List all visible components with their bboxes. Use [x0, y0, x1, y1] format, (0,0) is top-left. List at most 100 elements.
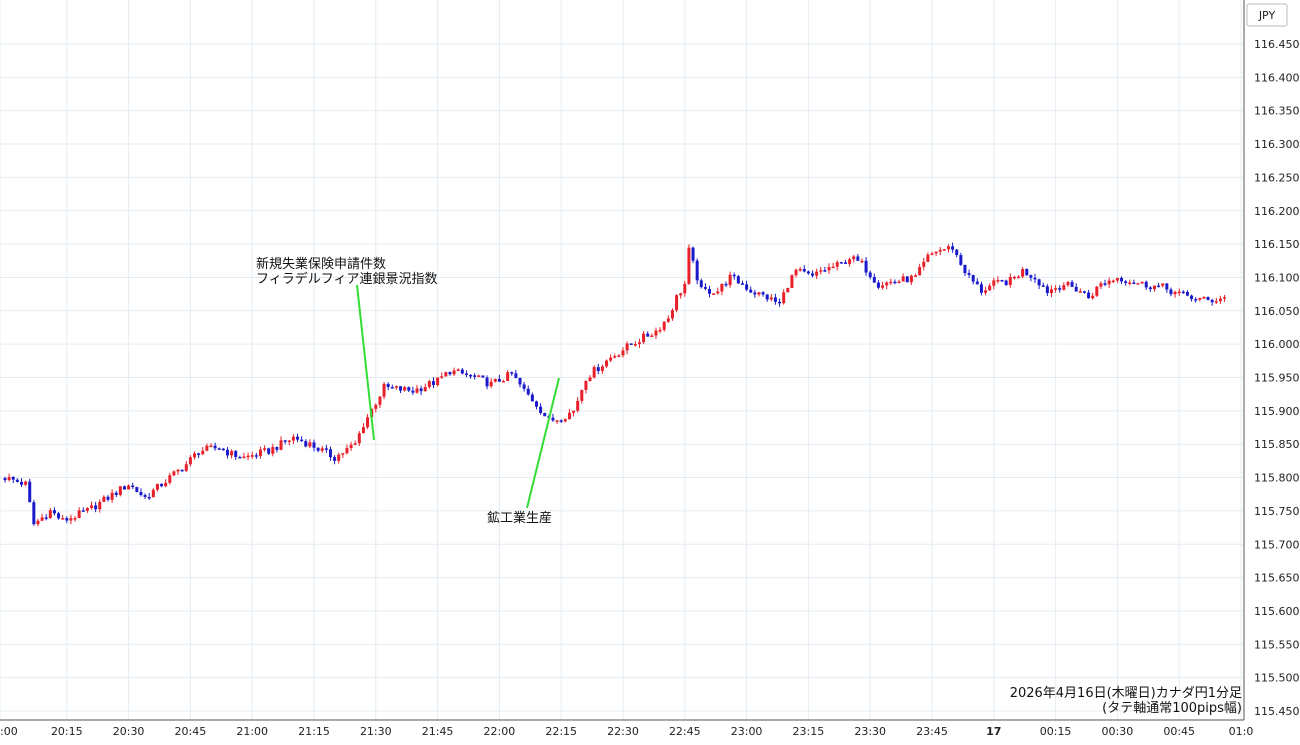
candle-body: [61, 518, 65, 520]
candle-body: [773, 297, 777, 302]
candle-body: [85, 507, 89, 511]
x-tick-label: :00: [0, 725, 18, 738]
candle-body: [1132, 282, 1136, 285]
candle-body: [143, 494, 147, 497]
candle-body: [778, 301, 782, 304]
x-tick-label: 00:45: [1163, 725, 1195, 738]
candle-body: [827, 267, 831, 271]
y-tick-label: 115.500: [1254, 672, 1300, 685]
candle-body: [815, 271, 819, 276]
candle-body: [48, 510, 52, 519]
candle-body: [1066, 281, 1070, 286]
candle-body: [543, 413, 547, 417]
candle-body: [650, 335, 654, 338]
candle-body: [333, 457, 337, 461]
candle-body: [522, 384, 526, 389]
candle-body: [658, 329, 662, 332]
x-tick-label: 22:30: [607, 725, 639, 738]
candle-body: [81, 510, 85, 512]
candle-body: [605, 360, 609, 367]
candle-body: [848, 259, 852, 264]
candle-body: [534, 401, 538, 407]
annotation-label: 新規失業保険申請件数: [256, 256, 386, 272]
candle-body: [740, 283, 744, 285]
candle-body: [213, 445, 217, 449]
candle-body: [40, 517, 44, 521]
candle-body: [1025, 268, 1029, 276]
candle-body: [761, 292, 765, 295]
candle-body: [687, 247, 691, 284]
candle-body: [984, 290, 988, 293]
candle-body: [955, 249, 959, 256]
y-tick-label: 116.200: [1254, 205, 1300, 218]
candle-body: [736, 276, 740, 284]
candle-body: [238, 456, 242, 459]
y-tick-label: 115.650: [1254, 572, 1300, 585]
candle-body: [271, 447, 275, 454]
chart-subtitle: (タテ軸通常100pips幅): [1102, 701, 1242, 716]
x-tick-label: 20:30: [113, 725, 145, 738]
y-tick-label: 115.850: [1254, 438, 1300, 451]
candle-body: [221, 448, 225, 451]
candle-body: [835, 262, 839, 267]
candle-body: [493, 378, 497, 382]
y-tick-label: 116.300: [1254, 138, 1300, 151]
candle-body: [530, 394, 534, 402]
candle-body: [971, 274, 975, 282]
y-tick-label: 115.750: [1254, 505, 1300, 518]
candle-body: [588, 377, 592, 381]
candle-body: [415, 388, 419, 393]
candle-body: [1095, 286, 1099, 296]
candle-body: [988, 285, 992, 291]
candle-body: [555, 420, 559, 422]
candle-body: [160, 483, 164, 487]
x-tick-label: 00:15: [1040, 725, 1072, 738]
candle-body: [1194, 299, 1198, 301]
candle-body: [419, 388, 423, 392]
candle-body: [951, 246, 955, 250]
candle-body: [695, 260, 699, 281]
candle-body: [1214, 301, 1218, 303]
candle-body: [1144, 281, 1148, 288]
candle-body: [19, 481, 23, 485]
candle-body: [3, 478, 7, 481]
x-tick-label: 23:00: [731, 725, 763, 738]
candle-body: [1062, 285, 1066, 290]
candle-body: [1161, 283, 1165, 286]
candle-body: [69, 518, 73, 521]
candle-body: [1124, 281, 1128, 284]
candle-body: [1136, 283, 1140, 285]
candle-body: [357, 433, 361, 444]
candle-body: [942, 249, 946, 251]
candle-body: [914, 275, 918, 277]
candle-body: [621, 350, 625, 356]
x-tick-label: 21:45: [422, 725, 454, 738]
candle-body: [819, 270, 823, 272]
candle-body: [1045, 286, 1049, 294]
y-tick-label: 116.350: [1254, 105, 1300, 118]
candle-body: [328, 449, 332, 458]
candle-body: [563, 419, 567, 422]
candle-body: [831, 266, 835, 269]
y-tick-label: 115.700: [1254, 538, 1300, 551]
candle-body: [164, 482, 168, 487]
candle-body: [1074, 286, 1078, 292]
candle-body: [225, 449, 229, 456]
candle-body: [184, 464, 188, 471]
candle-body: [176, 469, 180, 472]
y-tick-label: 116.050: [1254, 305, 1300, 318]
candle-body: [1033, 277, 1037, 280]
candle-body: [36, 520, 40, 525]
candle-body: [992, 280, 996, 286]
chart-title: 2026年4月16日(木曜日)カナダ円1分足: [1010, 686, 1242, 701]
candle-body: [502, 380, 506, 383]
candle-body: [633, 344, 637, 346]
candle-body: [464, 373, 468, 376]
candle-body: [675, 295, 679, 311]
candle-body: [448, 372, 452, 375]
candle-body: [703, 287, 707, 289]
candle-body: [967, 273, 971, 275]
candle-body: [28, 481, 32, 503]
candle-body: [254, 455, 258, 457]
